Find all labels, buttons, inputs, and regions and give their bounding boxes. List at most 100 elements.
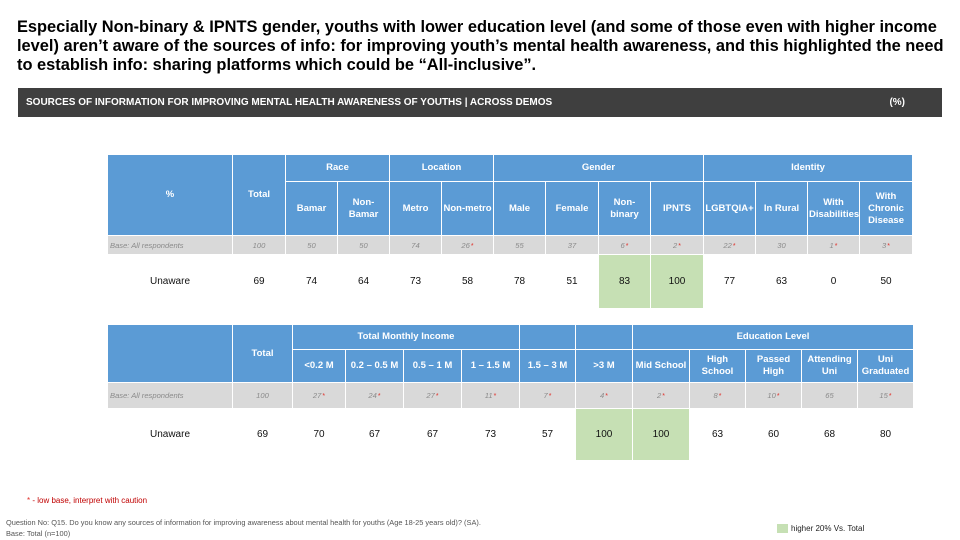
value-cell: 74 [285, 254, 338, 309]
base-cell: 37 [545, 235, 599, 255]
column-header: Mid School [632, 349, 690, 383]
value-cell: 57 [519, 408, 576, 461]
legend-label: higher 20% Vs. Total [791, 524, 865, 533]
base-cell: 6* [598, 235, 651, 255]
column-header: Bamar [285, 181, 338, 236]
value-cell: 70 [292, 408, 346, 461]
demographics-table: % Total Race Location Gender Identity Ba… [107, 154, 914, 309]
column-header: In Rural [755, 181, 809, 236]
corner-header [107, 324, 233, 383]
asterisk-icon: * [27, 496, 31, 505]
total-header: Total [232, 324, 293, 383]
corner-header: % [107, 154, 233, 236]
base-cell: 2* [632, 382, 690, 409]
group-header-income: Total Monthly Income [292, 324, 520, 350]
base-cell: 15* [857, 382, 914, 409]
table-row: Unaware 69 74 64 73 58 78 51 83 100 77 6… [107, 254, 914, 309]
group-header-gender: Gender [492, 154, 705, 182]
column-header: Attending Uni [801, 349, 858, 383]
column-header: 0.5 – 1 M [403, 349, 462, 383]
column-header: With Chronic Disease [859, 181, 914, 236]
table-row: Unaware 69 70 67 67 73 57 100 100 63 60 … [107, 408, 914, 461]
base-row: Base: All respondents 100 50 50 74 26* 5… [107, 235, 914, 255]
value-cell: 77 [703, 254, 757, 309]
base-cell: 1* [807, 235, 861, 255]
value-cell-highlighted: 83 [598, 254, 651, 309]
page-headline: Especially Non-binary & IPNTS gender, yo… [17, 18, 944, 74]
base-cell: 27* [292, 382, 346, 409]
value-cell: 60 [745, 408, 802, 461]
column-header: IPNTS [649, 181, 705, 236]
base-cell: 11* [461, 382, 520, 409]
base-cell: 7* [519, 382, 576, 409]
row-total: 69 [232, 254, 286, 309]
low-base-note-text: - low base, interpret with caution [30, 496, 148, 505]
base-total: 100 [232, 382, 293, 409]
column-header: 1 – 1.5 M [461, 349, 520, 383]
base-cell: 4* [575, 382, 633, 409]
group-header-income-cont [575, 324, 633, 350]
value-cell: 63 [689, 408, 746, 461]
legend-swatch-icon [777, 524, 788, 533]
base-cell: 24* [345, 382, 404, 409]
income-education-table: Total Total Monthly Income Education Lev… [107, 324, 914, 461]
base-cell: 50 [285, 235, 338, 255]
column-header: High School [689, 349, 746, 383]
value-cell: 50 [859, 254, 914, 309]
base-cell: 27* [403, 382, 462, 409]
footer-notes: Question No: Q15. Do you know any source… [6, 517, 481, 539]
column-header: Metro [389, 181, 442, 236]
group-header-location: Location [389, 154, 494, 182]
value-cell: 63 [755, 254, 809, 309]
low-base-note: * - low base, interpret with caution [27, 496, 147, 505]
column-header: Uni Graduated [857, 349, 914, 383]
column-header: Female [545, 181, 599, 236]
row-label: Unaware [107, 254, 233, 309]
section-header-bar: SOURCES OF INFORMATION FOR IMPROVING MEN… [18, 88, 942, 117]
column-header: Non-binary [598, 181, 651, 236]
base-cell: 50 [337, 235, 390, 255]
base-cell: 74 [389, 235, 442, 255]
base-total: 100 [232, 235, 286, 255]
base-cell: 55 [493, 235, 546, 255]
column-header: Non-metro [441, 181, 494, 236]
value-cell: 67 [403, 408, 462, 461]
value-cell-highlighted: 100 [649, 254, 705, 309]
value-cell-highlighted: 100 [575, 408, 633, 461]
base-cell: 65 [801, 382, 858, 409]
value-cell: 67 [345, 408, 404, 461]
group-header-race: Race [285, 154, 390, 182]
section-title: SOURCES OF INFORMATION FOR IMPROVING MEN… [26, 97, 553, 108]
value-cell: 78 [493, 254, 546, 309]
value-cell-highlighted: 100 [632, 408, 690, 461]
value-cell: 73 [389, 254, 442, 309]
base-cell: 3* [859, 235, 914, 255]
total-header: Total [232, 154, 286, 236]
column-header: >3 M [575, 349, 633, 383]
value-cell: 80 [857, 408, 914, 461]
column-header: Male [493, 181, 546, 236]
base-row: Base: All respondents 100 27* 24* 27* 11… [107, 382, 914, 409]
column-header: LGBTQIA+ [703, 181, 757, 236]
base-cell: 10* [745, 382, 802, 409]
value-cell: 0 [807, 254, 861, 309]
value-cell: 73 [461, 408, 520, 461]
row-total: 69 [232, 408, 293, 461]
base-cell: 26* [441, 235, 494, 255]
value-cell: 58 [441, 254, 494, 309]
base-cell: 22* [703, 235, 757, 255]
question-text: Question No: Q15. Do you know any source… [6, 518, 481, 527]
base-label: Base: All respondents [107, 382, 233, 409]
column-header: Passed High [745, 349, 802, 383]
base-cell: 2* [649, 235, 705, 255]
base-label: Base: All respondents [107, 235, 233, 255]
base-cell: 8* [689, 382, 746, 409]
row-label: Unaware [107, 408, 233, 461]
column-header: <0.2 M [292, 349, 346, 383]
value-cell: 68 [801, 408, 858, 461]
column-header: 0.2 – 0.5 M [345, 349, 404, 383]
section-unit: (%) [889, 97, 905, 108]
value-cell: 64 [337, 254, 390, 309]
group-header-education: Education Level [632, 324, 914, 350]
column-header: 1.5 – 3 M [519, 349, 576, 383]
